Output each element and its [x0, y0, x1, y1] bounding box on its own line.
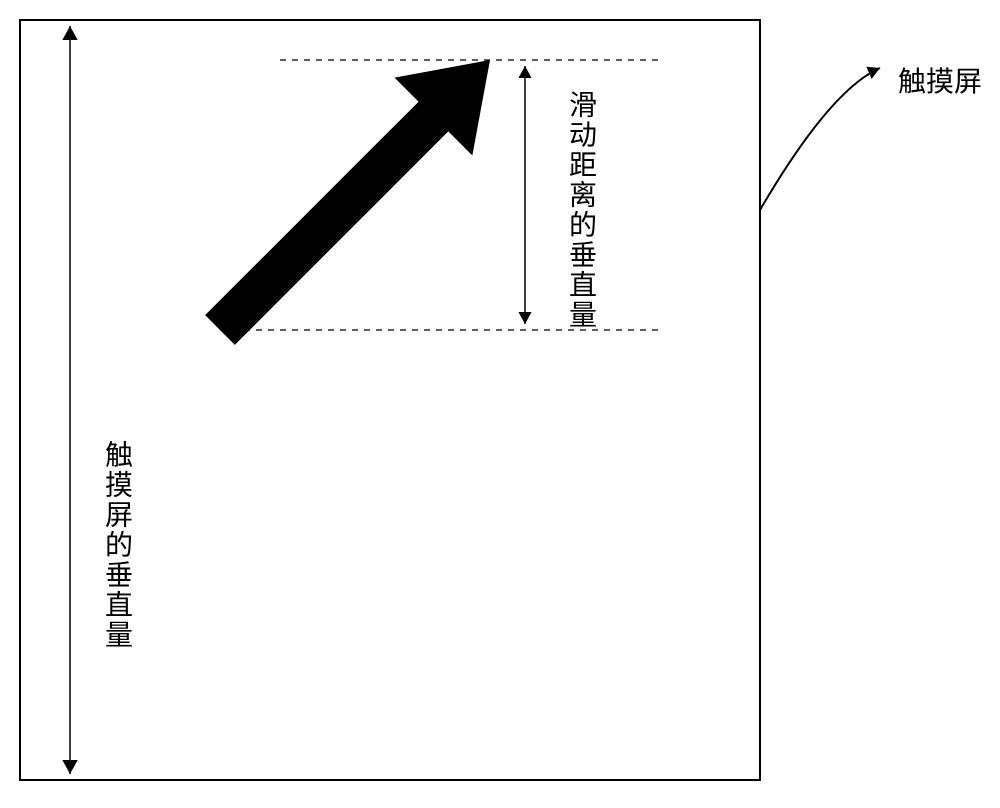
- diagram-canvas: 触摸屏的垂直量 滑动距离的垂直量 触摸屏 滑动方向: [0, 0, 1000, 803]
- label-screen-vertical: 触摸屏的垂直量: [96, 440, 136, 650]
- label-swipe-vertical: 滑动距离的垂直量: [560, 90, 600, 330]
- diagram-svg: [0, 0, 1000, 803]
- label-touchscreen: 触摸屏: [898, 60, 982, 100]
